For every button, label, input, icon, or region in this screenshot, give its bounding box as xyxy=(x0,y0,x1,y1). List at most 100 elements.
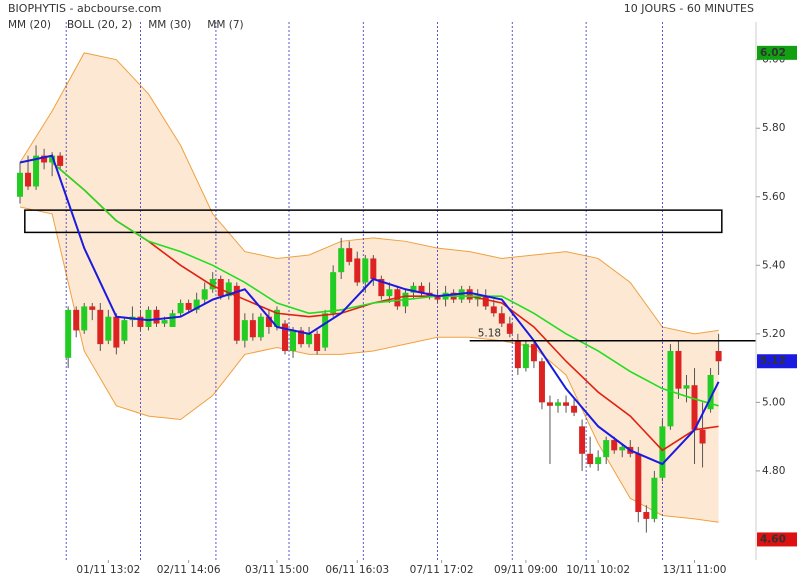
candle-body xyxy=(675,350,682,389)
candle-body xyxy=(563,402,570,406)
candle-body xyxy=(65,309,72,358)
candle-body xyxy=(579,426,586,454)
candle-body xyxy=(33,155,40,187)
candle-body xyxy=(209,279,216,290)
candle-body xyxy=(97,309,104,345)
candle-body xyxy=(145,309,152,327)
price-tag xyxy=(757,354,797,369)
candle-body xyxy=(490,306,497,314)
candle-body xyxy=(659,426,666,478)
candle-body xyxy=(161,320,168,324)
candle-body xyxy=(17,172,23,197)
ma-line xyxy=(19,154,720,466)
candle-body xyxy=(41,155,48,163)
y-tick-label: 4.80 xyxy=(762,465,785,477)
candle-body xyxy=(201,289,208,300)
candle-body xyxy=(249,320,256,338)
legend-entry: MM (20) xyxy=(8,19,51,31)
candle-body xyxy=(683,385,690,389)
candle-body xyxy=(651,477,658,519)
candle-body xyxy=(667,350,674,427)
y-tick-label: 5.00 xyxy=(762,396,785,408)
candle-body xyxy=(298,330,305,345)
ma-line xyxy=(51,161,719,407)
candle-body xyxy=(354,258,361,283)
candle-body xyxy=(217,279,224,297)
candle-body xyxy=(338,248,345,273)
candle-body xyxy=(265,316,272,327)
ma-line xyxy=(51,161,719,452)
legend-entry: MM (30) xyxy=(148,19,191,31)
legend-entry: BOLL (20, 2) xyxy=(67,19,132,31)
candle-body xyxy=(418,285,425,293)
candle-body xyxy=(530,344,537,362)
candle-body xyxy=(105,316,112,341)
chart-title: BIOPHYTIS - abcbourse.com xyxy=(8,2,161,15)
candle-body xyxy=(89,306,96,310)
candle-body xyxy=(233,285,240,341)
x-tick-label: 13/11 11:00 xyxy=(663,564,727,576)
candle-body xyxy=(643,512,650,519)
candle-body xyxy=(57,155,64,166)
candle-body xyxy=(691,385,698,430)
candle-body xyxy=(410,285,417,293)
candle-body xyxy=(322,313,329,348)
candle-body xyxy=(482,296,489,307)
candle-body xyxy=(619,446,626,451)
x-tick-label: 07/11 17:02 xyxy=(410,564,474,576)
band-fill xyxy=(20,52,719,523)
candle-body xyxy=(611,440,618,451)
candle-body xyxy=(555,402,562,406)
candle-body xyxy=(25,172,32,187)
candle-body xyxy=(378,279,385,297)
candle-body xyxy=(81,306,88,331)
candle-body xyxy=(49,155,56,163)
x-tick-label: 09/11 09:00 xyxy=(494,564,558,576)
candle-body xyxy=(707,374,714,410)
candle-body xyxy=(546,402,553,406)
legend-entry: MM (7) xyxy=(207,19,243,31)
candle-body xyxy=(330,272,337,314)
candle-body xyxy=(306,333,313,345)
y-tick-label: 5.40 xyxy=(762,259,785,271)
x-tick-label: 06/11 16:03 xyxy=(325,564,389,576)
price-tag xyxy=(757,45,797,60)
candle-body xyxy=(466,289,473,300)
candle-body xyxy=(169,313,176,327)
x-tick-label: 01/11 13:02 xyxy=(76,564,140,576)
x-tick-label: 02/11 14:06 xyxy=(157,564,221,576)
price-line-label: 5.18 xyxy=(478,328,501,340)
candle-body xyxy=(522,344,529,369)
candle-body xyxy=(715,350,722,362)
candle-body xyxy=(370,258,377,280)
candle-body xyxy=(281,323,288,351)
candle-body xyxy=(506,323,513,334)
candle-body xyxy=(587,453,594,465)
candle-body xyxy=(514,340,521,369)
candle-body xyxy=(137,316,144,327)
candle-body xyxy=(241,320,248,341)
candle-body xyxy=(113,316,120,348)
candle-body xyxy=(225,282,232,297)
candle-body xyxy=(121,320,128,341)
x-tick-label: 10/11 10:02 xyxy=(566,564,630,576)
candle-body xyxy=(290,330,297,351)
candle-body xyxy=(177,302,184,314)
band-upper xyxy=(19,52,719,335)
chart-subtitle: 10 JOURS - 60 MINUTES xyxy=(624,2,754,15)
candle-body xyxy=(538,361,545,403)
candle-body xyxy=(571,405,578,413)
candle-body xyxy=(346,248,353,262)
price-tag xyxy=(757,532,797,547)
candle-body xyxy=(314,333,321,351)
candle-body xyxy=(257,316,264,338)
y-tick-label: 5.60 xyxy=(762,191,785,203)
price-tag-label: 6.02 xyxy=(760,47,786,59)
candle-body xyxy=(595,457,602,465)
candle-body xyxy=(153,309,160,324)
candle-body xyxy=(362,258,369,283)
candle-body xyxy=(73,309,80,331)
candle-body xyxy=(498,313,505,324)
candle-body xyxy=(185,302,192,310)
